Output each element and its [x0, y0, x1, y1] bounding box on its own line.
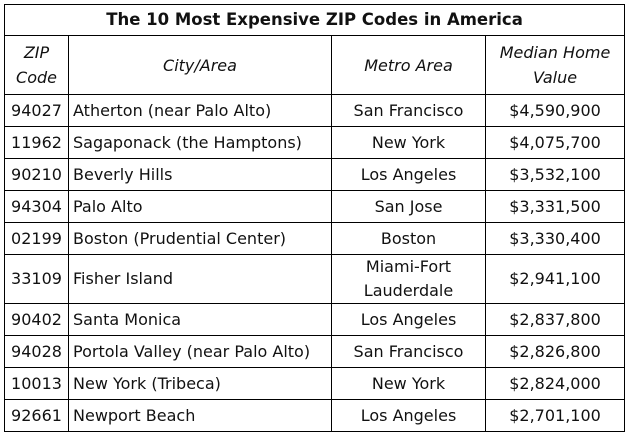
city-cell: Newport Beach [68, 399, 332, 432]
table-row: 92661 Newport Beach Los Angeles $2,701,1… [4, 399, 626, 432]
zip-cell: 94028 [4, 335, 69, 368]
city-cell: Portola Valley (near Palo Alto) [68, 335, 332, 368]
value-cell: $3,331,500 [484, 190, 626, 223]
table-row: 90210 Beverly Hills Los Angeles $3,532,1… [4, 158, 626, 191]
table-title: The 10 Most Expensive ZIP Codes in Ameri… [3, 4, 626, 36]
table-row: 90402 Santa Monica Los Angeles $2,837,80… [4, 303, 626, 336]
value-cell: $2,826,800 [484, 335, 626, 368]
table-row: 94304 Palo Alto San Jose $3,331,500 [4, 190, 626, 223]
zip-cell: 94027 [4, 94, 69, 127]
metro-cell: New York [331, 367, 486, 400]
metro-cell: Los Angeles [331, 399, 486, 432]
metro-cell: Miami-Fort Lauderdale [331, 254, 486, 304]
value-cell: $2,837,800 [484, 303, 626, 336]
metro-cell: San Francisco [331, 94, 486, 127]
city-cell: Fisher Island [68, 254, 332, 304]
zip-cell: 90210 [4, 158, 69, 191]
city-cell: Boston (Prudential Center) [68, 222, 332, 255]
zip-cell: 10013 [4, 367, 69, 400]
header-zip-code: ZIP Code [4, 35, 69, 95]
table-row: 94027 Atherton (near Palo Alto) San Fran… [4, 94, 626, 127]
city-cell: Atherton (near Palo Alto) [68, 94, 332, 127]
header-city-area: City/Area [68, 35, 332, 95]
zip-cell: 94304 [4, 190, 69, 223]
metro-cell: Boston [331, 222, 486, 255]
metro-cell: Los Angeles [331, 303, 486, 336]
city-cell: Sagaponack (the Hamptons) [68, 126, 332, 159]
metro-cell: Los Angeles [331, 158, 486, 191]
value-cell: $2,824,000 [484, 367, 626, 400]
zip-cell: 02199 [4, 222, 69, 255]
zip-cell: 33109 [4, 254, 69, 304]
header-row: ZIP Code City/Area Metro Area Median Hom… [4, 35, 626, 95]
metro-cell: San Jose [331, 190, 486, 223]
zip-cell: 90402 [4, 303, 69, 336]
table-row: 02199 Boston (Prudential Center) Boston … [4, 222, 626, 255]
zip-cell: 11962 [4, 126, 69, 159]
table-row: 10013 New York (Tribeca) New York $2,824… [4, 367, 626, 400]
city-cell: Palo Alto [68, 190, 332, 223]
city-cell: Santa Monica [68, 303, 332, 336]
title-row: The 10 Most Expensive ZIP Codes in Ameri… [3, 4, 626, 36]
table-row: 94028 Portola Valley (near Palo Alto) Sa… [4, 335, 626, 368]
header-metro-area: Metro Area [331, 35, 486, 95]
city-cell: New York (Tribeca) [68, 367, 332, 400]
city-cell: Beverly Hills [68, 158, 332, 191]
value-cell: $3,532,100 [484, 158, 626, 191]
header-median-home-value: Median Home Value [484, 35, 626, 95]
table-row: 33109 Fisher Island Miami-Fort Lauderdal… [4, 254, 626, 304]
zip-codes-table: The 10 Most Expensive ZIP Codes in Ameri… [3, 4, 626, 432]
value-cell: $4,590,900 [484, 94, 626, 127]
zip-cell: 92661 [4, 399, 69, 432]
value-cell: $3,330,400 [484, 222, 626, 255]
table-row: 11962 Sagaponack (the Hamptons) New York… [4, 126, 626, 159]
value-cell: $4,075,700 [484, 126, 626, 159]
value-cell: $2,701,100 [484, 399, 626, 432]
metro-cell-text: Miami-Fort Lauderdale [363, 257, 454, 300]
value-cell: $2,941,100 [484, 254, 626, 304]
metro-cell: New York [331, 126, 486, 159]
metro-cell: San Francisco [331, 335, 486, 368]
